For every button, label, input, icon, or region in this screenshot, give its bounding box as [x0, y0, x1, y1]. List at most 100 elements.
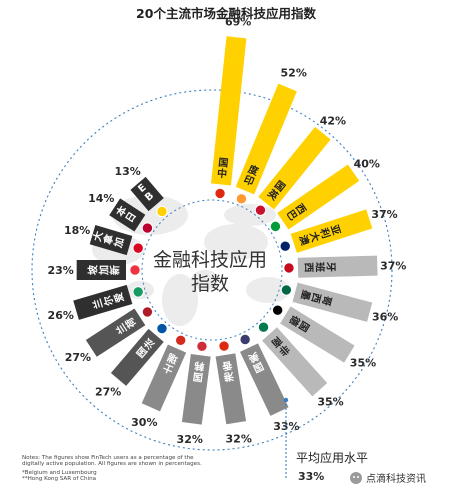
bar [215, 353, 247, 425]
svg-text:国: 国 [192, 370, 203, 383]
notes-line-2: digitally active population. All figures… [22, 461, 202, 467]
category-label: 墨西哥 [298, 289, 333, 307]
svg-text:哥: 哥 [319, 294, 333, 307]
value-label: 35% [350, 357, 376, 370]
svg-text:港: 港 [222, 369, 235, 384]
value-label: 27% [95, 386, 121, 399]
bar [262, 327, 328, 397]
bar [85, 308, 146, 357]
bar [277, 164, 360, 230]
value-label: 37% [380, 259, 406, 272]
bar [297, 255, 378, 278]
svg-text:瑞: 瑞 [165, 351, 179, 367]
watermark: 点滴科技资讯 [350, 472, 426, 485]
center-label-line1: 金融科技应用 [153, 249, 267, 271]
bar [292, 282, 373, 322]
bar [181, 353, 211, 425]
category-label: 西班牙 [302, 262, 336, 273]
flag-icon [196, 340, 208, 353]
value-label: 69% [225, 15, 251, 28]
bar-group: 香港 [215, 353, 247, 425]
bar [235, 83, 297, 195]
ring-inner [141, 199, 283, 341]
bar [239, 343, 289, 416]
bar-group: 西班牙 [297, 255, 378, 278]
bar-group: 爱尔兰 [73, 284, 133, 320]
flag-icon [156, 205, 168, 218]
flag-icon [218, 340, 230, 352]
bar [110, 328, 164, 386]
flag-icon [132, 286, 144, 298]
bar-group: 加拿大 [89, 225, 133, 256]
flag-icon [141, 306, 154, 318]
notes-line-3: *Belgium and Luxembourg [22, 470, 97, 476]
bar-group: 墨西哥 [292, 282, 373, 322]
value-label: 14% [88, 192, 114, 205]
flag-icon [271, 304, 284, 316]
svg-text:亚: 亚 [328, 223, 343, 236]
flag-icon [156, 322, 168, 335]
bar [290, 209, 373, 253]
value-label: 23% [47, 264, 73, 277]
value-label: 35% [317, 396, 343, 409]
value-label: 30% [131, 416, 157, 429]
category-label: 中国 [216, 157, 228, 181]
bar-group: 日本 [109, 198, 146, 232]
svg-text:班: 班 [313, 262, 326, 272]
bar-group: 南非 [262, 327, 328, 397]
center-label-line2: 指数 [191, 273, 229, 295]
category-label: 加拿大 [90, 230, 127, 250]
value-label: 36% [372, 310, 398, 323]
bar [141, 344, 187, 412]
notes-line-4: **Hong Kong SAR of China [22, 476, 96, 482]
svg-text:中: 中 [216, 167, 227, 181]
watermark-text: 点滴科技资讯 [366, 472, 426, 485]
value-label: 52% [281, 67, 307, 80]
bar-group: 英国 [258, 126, 331, 210]
value-label: 32% [177, 433, 203, 446]
bar [258, 126, 331, 210]
svg-text:牙: 牙 [324, 262, 336, 272]
ring-outer [31, 89, 393, 451]
svg-text:韩: 韩 [194, 359, 206, 373]
bar-group: 印度 [235, 83, 297, 195]
category-label: 瑞士 [161, 351, 180, 377]
category-label: 香港 [221, 359, 235, 384]
bar [280, 306, 355, 363]
svg-text:利: 利 [317, 226, 332, 240]
value-label: 33% [273, 420, 299, 433]
svg-text:士: 士 [161, 361, 175, 377]
svg-text:香: 香 [221, 359, 233, 373]
bar [211, 36, 247, 186]
svg-text:大: 大 [307, 230, 322, 244]
bar [130, 176, 164, 212]
bar-group: 德国 [280, 306, 355, 363]
svg-text:墨: 墨 [298, 289, 312, 302]
value-label: 13% [114, 165, 140, 178]
svg-text:加: 加 [98, 265, 111, 276]
bar [73, 284, 133, 320]
bar [109, 198, 146, 232]
category-label: 爱尔兰 [90, 291, 126, 311]
value-label: 42% [320, 115, 346, 128]
value-label: 26% [48, 309, 74, 322]
bar-group: 荷兰 [85, 308, 146, 357]
svg-text:坡: 坡 [87, 264, 100, 275]
flag-icon [283, 262, 295, 274]
svg-text:加: 加 [111, 236, 127, 250]
flag-icon [279, 240, 291, 252]
flags-group [129, 187, 295, 353]
flag-icon [174, 334, 187, 347]
category-label: 韩国 [192, 359, 205, 383]
flag-icon [235, 193, 248, 205]
category-label: 美国 [246, 350, 266, 375]
average-pointer-dot [283, 397, 289, 403]
notes-line-1: Notes: The figures show FinTech users as… [22, 455, 194, 461]
bar-group: 美国 [239, 343, 289, 416]
flag-icon [269, 220, 282, 233]
bar-group: 中国 [211, 36, 247, 186]
flag-icon [214, 187, 226, 200]
svg-text:拿: 拿 [101, 232, 117, 247]
